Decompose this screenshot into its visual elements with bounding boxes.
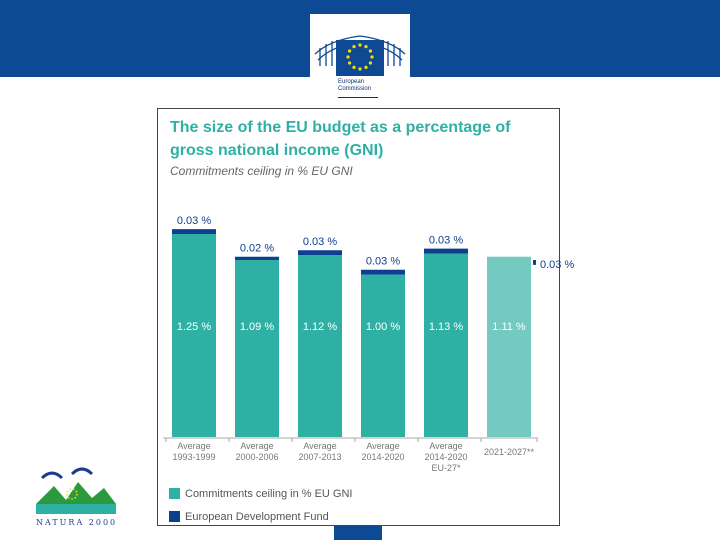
x-tick-label: Average xyxy=(366,441,399,451)
edf-value-label: 0.03 % xyxy=(366,256,400,268)
ec-wordmark: European Commission xyxy=(338,79,384,93)
berlaymont-building-icon xyxy=(314,35,406,76)
bar-value-label: 1.11 % xyxy=(492,321,526,333)
x-tick-label: 2014-2020 xyxy=(424,452,467,462)
natura-2000-logo xyxy=(34,467,116,516)
x-tick-label: Average xyxy=(177,441,210,451)
bar-edf xyxy=(235,256,279,260)
x-tick-label: Average xyxy=(429,441,462,451)
edf-value-label: 0.03 % xyxy=(303,236,337,248)
ec-underline xyxy=(338,97,378,98)
bar-commitments xyxy=(172,234,216,437)
x-tick-label: 2014-2020 xyxy=(361,452,404,462)
bar-commitments xyxy=(235,259,279,437)
chart-subtitle: Commitments ceiling in % EU GNI xyxy=(170,164,353,178)
x-tick-label: 2021-2027** xyxy=(484,447,535,457)
bar-commitments xyxy=(424,253,468,437)
legend-label-edf: European Development Fund xyxy=(185,511,329,523)
edf-value-label: 0.03 % xyxy=(429,235,463,247)
european-commission-logo xyxy=(310,14,410,102)
x-tick-label: Average xyxy=(303,441,336,451)
bar-edf xyxy=(298,250,342,256)
edf-value-label: 0.03 % xyxy=(177,215,211,227)
footer-tab xyxy=(334,526,382,540)
edf-value-label: 0.03 % xyxy=(540,259,574,271)
natura-text: NATURA 2000 xyxy=(36,518,118,527)
x-tick-label: EU-27* xyxy=(431,463,461,473)
x-tick-label: 1993-1999 xyxy=(172,452,215,462)
legend-label-commitments: Commitments ceiling in % EU GNI xyxy=(185,488,353,500)
legend-item-commitments: Commitments ceiling in % EU GNI xyxy=(169,488,353,500)
bar-value-label: 1.12 % xyxy=(303,321,337,333)
ec-line2: Commission xyxy=(338,86,372,92)
bar-value-label: 1.00 % xyxy=(366,321,400,333)
bar-value-label: 1.25 % xyxy=(177,321,211,333)
legend-item-edf: European Development Fund xyxy=(169,511,329,523)
bar-value-label: 1.13 % xyxy=(429,321,463,333)
bar-edf xyxy=(172,229,216,234)
bar-edf xyxy=(361,269,405,275)
bar-value-label: 1.09 % xyxy=(240,321,274,333)
bar-edf xyxy=(533,260,536,265)
bar-commitments xyxy=(361,274,405,437)
x-tick-label: 2007-2013 xyxy=(298,452,341,462)
x-tick-label: Average xyxy=(240,441,273,451)
bar-commitments xyxy=(487,256,531,437)
edf-value-label: 0.02 % xyxy=(240,243,274,255)
bar-commitments xyxy=(298,255,342,437)
bar-edf xyxy=(424,248,468,254)
chart-title: The size of the EU budget as a percentag… xyxy=(170,119,511,159)
legend-swatch-teal xyxy=(169,488,180,499)
eu-stars xyxy=(346,43,374,71)
bird-icon xyxy=(40,467,94,480)
x-tick-label: 2000-2006 xyxy=(235,452,278,462)
mountain-icon xyxy=(36,482,116,504)
ec-line1: European xyxy=(338,79,365,85)
legend-swatch-blue xyxy=(169,511,180,522)
